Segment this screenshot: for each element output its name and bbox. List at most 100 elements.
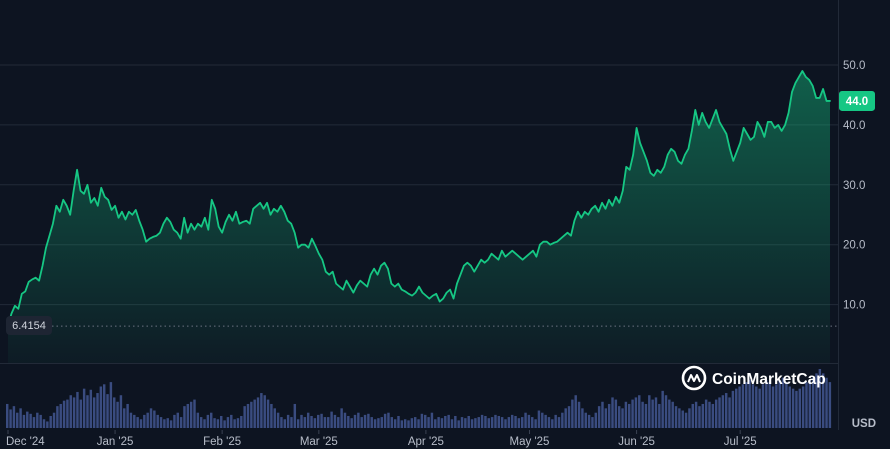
volume-bar [678, 408, 681, 428]
y-axis-ticks: 10.0 20.0 30.0 40.0 50.0 [843, 60, 865, 312]
volume-bar [236, 418, 240, 428]
volume-bar [708, 401, 711, 428]
volume-bar [133, 414, 136, 428]
volume-bar [380, 417, 383, 428]
volume-bar [520, 417, 524, 428]
volume-bar [698, 406, 701, 428]
volume-bar [427, 417, 430, 428]
volume-bar [42, 419, 46, 428]
volume-bar [253, 399, 256, 428]
volume-bar [440, 418, 444, 428]
volume-bar [113, 397, 116, 428]
volume-bar [400, 420, 404, 428]
volume-bar [317, 414, 320, 428]
volume-bar [771, 386, 775, 428]
volume-bar [6, 403, 9, 428]
volume-bar [648, 395, 651, 428]
volume-bar [641, 401, 644, 428]
start-price-label: 6.4154 [12, 320, 46, 332]
volume-bar [347, 415, 350, 428]
volume-bar [691, 403, 694, 428]
volume-bar [16, 412, 19, 428]
volume-bar [149, 408, 153, 428]
volume-bar [353, 414, 357, 428]
volume-bar [651, 399, 654, 428]
x-tick-label: Apr '25 [408, 436, 444, 448]
volume-bar [109, 382, 113, 428]
volume-bar [286, 414, 290, 428]
volume-bar [761, 384, 765, 428]
volume-bar [668, 399, 671, 428]
coinmarketcap-logo-icon [681, 365, 707, 391]
volume-bar [577, 401, 581, 428]
volume-bar [213, 418, 216, 428]
volume-bar [795, 390, 798, 428]
volume-bar [805, 382, 808, 428]
volume-bar [788, 386, 791, 428]
volume-bar [480, 414, 484, 428]
volume-bar [76, 391, 79, 428]
volume-bar [437, 417, 440, 428]
x-tick-label: Jun '25 [618, 436, 655, 448]
volume-bar [66, 399, 69, 428]
volume-bar [500, 417, 504, 428]
volume-bar [434, 419, 437, 428]
volume-bar [26, 411, 29, 428]
volume-bar [714, 399, 718, 428]
volume-bar [393, 419, 397, 428]
volume-bar [768, 382, 771, 428]
volume-bar [738, 386, 741, 428]
volume-bar [490, 417, 494, 428]
volume-bar [260, 393, 263, 428]
volume-bar [470, 419, 474, 428]
volume-bar [587, 414, 591, 428]
volume-bar [487, 418, 490, 428]
volume-bar [12, 406, 16, 428]
volume-bar [825, 377, 828, 428]
volume-bar [199, 417, 203, 428]
volume-bar [293, 403, 297, 428]
volume-bar [246, 403, 250, 428]
volume-bar [59, 403, 62, 428]
volume-bar [126, 403, 129, 428]
volume-bar [240, 415, 243, 428]
volume-bar [337, 417, 340, 428]
price-line [7, 70, 831, 328]
volume-bar [357, 412, 360, 428]
volume-bar [748, 379, 751, 428]
volume-bar [370, 417, 373, 428]
volume-bar [186, 403, 190, 428]
volume-bars [6, 369, 832, 428]
volume-bar [99, 386, 103, 428]
volume-bar [574, 395, 577, 428]
volume-bar [745, 382, 748, 428]
volume-bar [72, 397, 76, 428]
x-tick-label: Jan '25 [97, 436, 134, 448]
volume-bar [407, 420, 410, 428]
volume-bar [119, 395, 123, 428]
x-tick-label: Feb '25 [203, 436, 241, 448]
volume-bar [139, 419, 143, 428]
coinmarketcap-watermark: CoinMarketCap [681, 365, 826, 391]
volume-bar [403, 419, 407, 428]
volume-bar [517, 418, 521, 428]
volume-bar [263, 395, 266, 428]
volume-bar [280, 417, 283, 428]
volume-bar [156, 414, 159, 428]
volume-bar [430, 412, 434, 428]
volume-bar [497, 415, 501, 428]
volume-bar [159, 417, 163, 428]
volume-bar [454, 415, 457, 428]
volume-bar [604, 408, 608, 428]
volume-bar [243, 406, 246, 428]
volume-bar [631, 399, 634, 428]
volume-bar [417, 419, 420, 428]
y-tick-label: 40.0 [843, 120, 865, 132]
volume-bar [173, 414, 176, 428]
volume-bar [531, 417, 534, 428]
volume-bar [634, 397, 638, 428]
volume-bar [477, 417, 480, 428]
volume-bar [571, 399, 574, 428]
volume-bar [387, 412, 390, 428]
